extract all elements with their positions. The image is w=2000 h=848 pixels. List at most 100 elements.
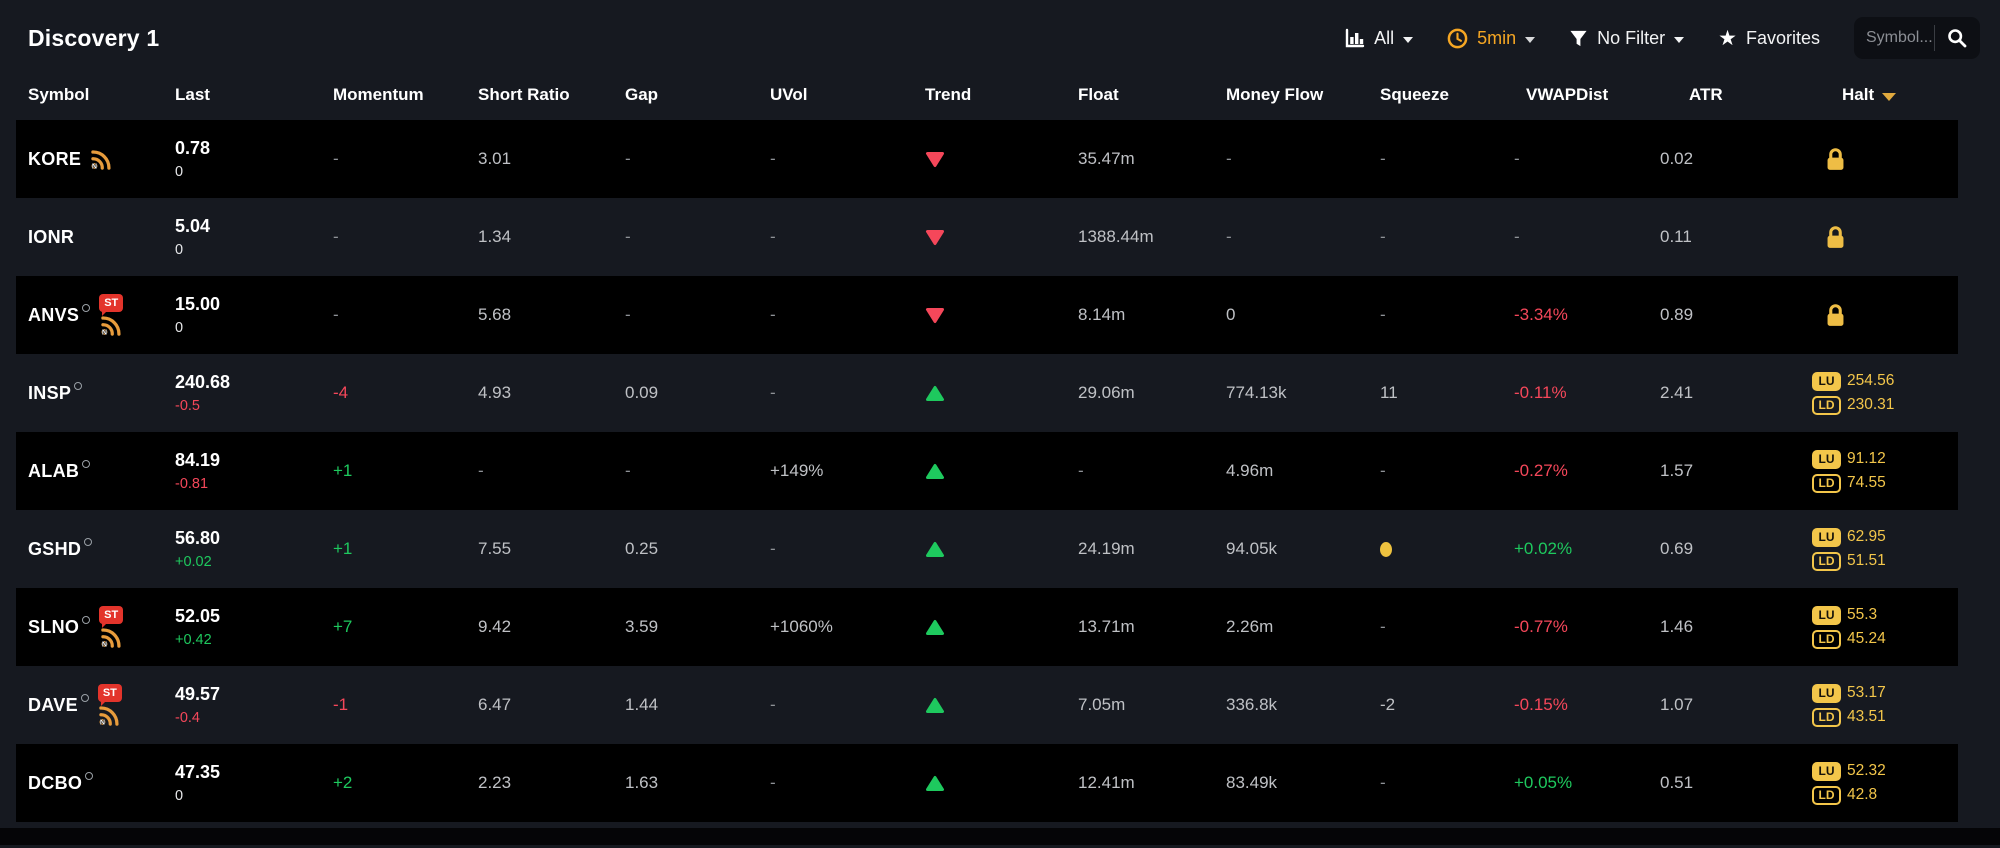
- column-header-label: Float: [1078, 85, 1119, 104]
- squeeze-cell: -: [1380, 461, 1514, 481]
- short-ratio-cell: 7.55: [478, 539, 512, 558]
- last-price: 47.35: [175, 762, 221, 782]
- momentum-cell: +7: [333, 617, 353, 636]
- column-header-momentum[interactable]: Momentum: [333, 85, 478, 105]
- symbol-cell[interactable]: ALAB: [16, 460, 175, 482]
- horizontal-scrollbar[interactable]: [0, 828, 2000, 845]
- svg-text:N: N: [102, 641, 107, 648]
- symbol-cell[interactable]: GSHD: [16, 538, 175, 560]
- column-header-halt[interactable]: Halt: [1812, 85, 1958, 105]
- column-header-label: Money Flow: [1226, 85, 1324, 104]
- column-header-label: Squeeze: [1380, 85, 1449, 104]
- last-price: 56.80: [175, 528, 221, 548]
- halt-lock-icon: [1826, 303, 1845, 327]
- column-header-uvol[interactable]: UVol: [770, 85, 925, 105]
- limit-down-value: 74.55: [1847, 474, 1886, 491]
- trend-down-icon: [926, 151, 944, 167]
- stocktwits-icon[interactable]: ST: [97, 684, 122, 706]
- symbol-cell[interactable]: INSP: [16, 382, 175, 404]
- float-cell: 13.71m: [1078, 617, 1135, 636]
- filter-label: No Filter: [1597, 27, 1666, 48]
- atr-cell: 1.57: [1660, 461, 1694, 480]
- vwapdist-cell: -0.77%: [1514, 617, 1568, 636]
- squeeze-value: 11: [1380, 383, 1398, 402]
- table-row-slno[interactable]: SLNO ST N 52.05 +0.42 +7 9.42 3.59 +1060% 13.71m 2…: [16, 588, 1958, 666]
- filter-dropdown[interactable]: No Filter: [1569, 27, 1685, 49]
- short-ratio-cell: 9.42: [478, 617, 512, 636]
- column-header-symbol[interactable]: Symbol: [16, 85, 175, 105]
- table-row-dcbo[interactable]: DCBO 47.35 0 +2 2.23 1.63 - 12.41m 83.49k - +0.05%…: [16, 744, 1958, 822]
- halt-cell: LU 55.3 LD 45.24: [1812, 605, 1958, 649]
- symbol-label: SLNO: [28, 616, 80, 637]
- gap-cell: 1.44: [625, 695, 659, 714]
- limit-up-value: 55.3: [1847, 606, 1878, 623]
- table-row-dave[interactable]: DAVE ST N 49.57 -0.4 -1 6.47 1.44 - 7.05m 336.8k -2…: [16, 666, 1958, 744]
- table-row-kore[interactable]: KORE N 0.78 0 - 3.01 - - 35.47m - - - 0.02: [16, 120, 1958, 198]
- halt-cell: LU 254.56 LD 230.31: [1812, 371, 1958, 415]
- halt-limits: LU 254.56 LD 230.31: [1812, 371, 1895, 415]
- news-icon[interactable]: N: [98, 705, 121, 726]
- last-price: 15.00: [175, 294, 221, 314]
- scope-dropdown[interactable]: All: [1345, 28, 1414, 49]
- symbol-label: DCBO: [28, 772, 83, 793]
- halt-limits: LU 91.12 LD 74.55: [1812, 449, 1886, 493]
- symbol-cell[interactable]: SLNO ST N: [16, 606, 175, 648]
- table-row-alab[interactable]: ALAB 84.19 -0.81 +1 - - +149% - 4.96m - -0.27% 1.57…: [16, 432, 1958, 510]
- news-icon[interactable]: N: [100, 315, 123, 336]
- timeframe-dropdown[interactable]: 5min: [1447, 28, 1536, 49]
- limit-down-badge: LD: [1812, 551, 1841, 571]
- symbol-cell[interactable]: KORE N: [16, 149, 175, 170]
- stocktwits-icon[interactable]: ST: [99, 606, 124, 628]
- limit-down-badge: LD: [1812, 785, 1841, 805]
- limit-down-value: 230.31: [1847, 396, 1895, 413]
- circle-indicator: [82, 460, 91, 468]
- news-icon[interactable]: N: [90, 149, 113, 170]
- table-row-insp[interactable]: INSP 240.68 -0.5 -4 4.93 0.09 - 29.06m 774.13k 11…: [16, 354, 1958, 432]
- favorites-button[interactable]: ★ Favorites: [1718, 28, 1820, 49]
- symbol-cell[interactable]: ANVS ST N: [16, 294, 175, 336]
- last-cell: 49.57 -0.4: [175, 684, 333, 726]
- stocktwits-icon[interactable]: ST: [99, 294, 124, 316]
- price-change: -0.81: [175, 476, 209, 492]
- circle-indicator: [82, 304, 91, 312]
- table-row-anvs[interactable]: ANVS ST N 15.00 0 - 5.68 - - 8.14m 0 - -3.34% 0.89: [16, 276, 1958, 354]
- column-header-money-flow[interactable]: Money Flow: [1226, 85, 1380, 105]
- halt-cell: LU 91.12 LD 74.55: [1812, 449, 1958, 493]
- price-change: +0.42: [175, 632, 212, 648]
- search-button[interactable]: [1937, 17, 1977, 59]
- atr-cell: 0.02: [1660, 149, 1694, 168]
- column-header-label: Short Ratio: [478, 85, 570, 104]
- symbol-cell[interactable]: DCBO: [16, 772, 175, 794]
- halt-lock-icon: [1826, 147, 1845, 171]
- column-header-last[interactable]: Last: [175, 85, 333, 105]
- uvol-cell: +149%: [770, 461, 824, 480]
- vwapdist-cell: +0.05%: [1514, 773, 1573, 792]
- sort-desc-icon: [1882, 92, 1897, 101]
- atr-cell: 0.89: [1660, 305, 1694, 324]
- table-row-gshd[interactable]: GSHD 56.80 +0.02 +1 7.55 0.25 - 24.19m 94.05k +0.…: [16, 510, 1958, 588]
- symbol-cell[interactable]: IONR: [16, 227, 175, 248]
- column-header-gap[interactable]: Gap: [625, 85, 770, 105]
- momentum-cell: +2: [333, 773, 353, 792]
- column-header-squeeze[interactable]: Squeeze: [1380, 85, 1514, 105]
- limit-down-badge: LD: [1812, 629, 1841, 649]
- column-header-vwapdist[interactable]: VWAPDist: [1514, 85, 1660, 105]
- symbol-search-input[interactable]: [1866, 29, 1932, 47]
- gap-cell: 1.63: [625, 773, 659, 792]
- table-row-ionr[interactable]: IONR 5.04 0 - 1.34 - - 1388.44m - - - 0.11: [16, 198, 1958, 276]
- symbol-badges: ST N: [99, 606, 124, 648]
- symbol-cell[interactable]: DAVE ST N: [16, 684, 175, 726]
- column-header-trend[interactable]: Trend: [925, 85, 1078, 105]
- momentum-cell: +1: [333, 461, 353, 480]
- svg-text:N: N: [100, 719, 105, 726]
- squeeze-value: -: [1380, 773, 1386, 792]
- column-header-float[interactable]: Float: [1078, 85, 1226, 105]
- price-change: -0.5: [175, 398, 200, 414]
- top-bar: Discovery 1 All 5min No Filter ★ Favorit…: [0, 0, 2000, 70]
- column-header-short-ratio[interactable]: Short Ratio: [478, 85, 625, 105]
- price-change: 0: [175, 242, 184, 258]
- column-header-atr[interactable]: ATR: [1660, 85, 1812, 105]
- news-icon[interactable]: N: [100, 627, 123, 648]
- gap-cell: -: [625, 461, 631, 480]
- column-header-label: Symbol: [28, 85, 90, 104]
